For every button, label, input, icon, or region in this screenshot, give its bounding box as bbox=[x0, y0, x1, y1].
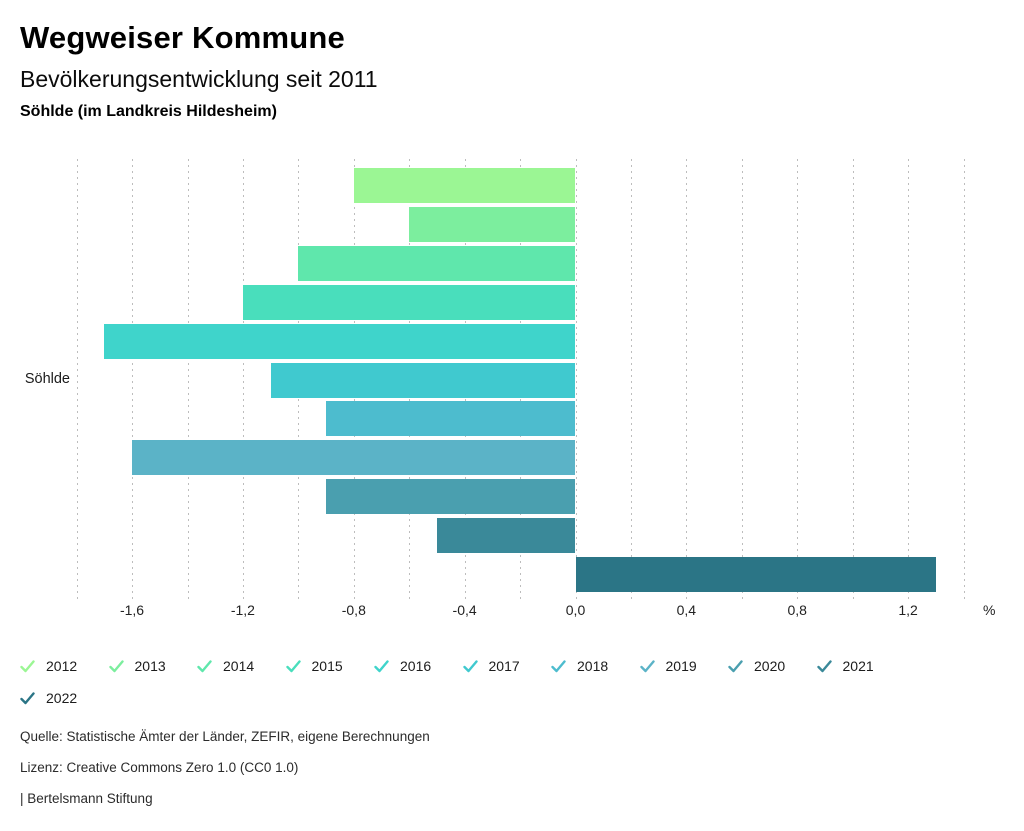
legend-item-2016[interactable]: 2016 bbox=[374, 657, 431, 675]
legend-item-2019[interactable]: 2019 bbox=[639, 657, 697, 675]
gridline bbox=[963, 159, 965, 600]
legend-item-2012[interactable]: 2012 bbox=[20, 657, 77, 675]
checkmark-icon bbox=[20, 659, 35, 672]
x-axis-tick-label: 1,2 bbox=[898, 602, 918, 618]
gridline bbox=[797, 159, 799, 600]
bar-2018[interactable] bbox=[326, 401, 576, 437]
checkmark-icon bbox=[551, 659, 566, 672]
source-line: Quelle: Statistische Ämter der Länder, Z… bbox=[20, 729, 430, 744]
legend-item-2013[interactable]: 2013 bbox=[108, 657, 166, 675]
bar-2017[interactable] bbox=[270, 362, 576, 398]
gridline bbox=[908, 159, 910, 600]
legend-item-2018[interactable]: 2018 bbox=[551, 657, 608, 675]
gridline bbox=[132, 159, 133, 600]
y-axis-category-label: Söhlde bbox=[24, 371, 70, 387]
bar-2013[interactable] bbox=[409, 207, 576, 243]
legend-item-2017[interactable]: 2017 bbox=[462, 657, 520, 675]
bar-2016[interactable] bbox=[104, 323, 576, 359]
x-axis-tick-label: -1,2 bbox=[230, 602, 255, 618]
x-axis-tick-label: 0,8 bbox=[787, 602, 807, 618]
bar-2015[interactable] bbox=[242, 284, 576, 320]
bar-2022[interactable] bbox=[575, 556, 936, 592]
legend-year-label: 2014 bbox=[223, 658, 255, 674]
legend-item-2022[interactable]: 2022 bbox=[20, 689, 77, 707]
x-axis-tick-label: -0,8 bbox=[341, 602, 366, 618]
legend-year-label: 2017 bbox=[488, 658, 520, 674]
bar-2021[interactable] bbox=[436, 517, 576, 553]
legend-item-2015[interactable]: 2015 bbox=[285, 657, 343, 675]
legend-item-2020[interactable]: 2020 bbox=[728, 657, 785, 675]
checkmark-icon bbox=[20, 691, 35, 704]
legend-year-label: 2021 bbox=[842, 658, 874, 674]
gridline bbox=[741, 159, 743, 600]
legend-year-label: 2012 bbox=[46, 658, 78, 674]
bar-2014[interactable] bbox=[298, 246, 576, 281]
bar-2012[interactable] bbox=[353, 168, 576, 204]
checkmark-icon bbox=[285, 659, 301, 672]
checkmark-icon bbox=[197, 659, 212, 672]
legend-year-label: 2015 bbox=[311, 658, 343, 674]
gridline bbox=[686, 159, 688, 600]
checkmark-icon bbox=[816, 659, 832, 672]
page-title: Wegweiser Kommune bbox=[20, 20, 345, 55]
bar-2019[interactable] bbox=[132, 440, 576, 476]
checkmark-icon bbox=[462, 659, 478, 672]
license-line: Lizenz: Creative Commons Zero 1.0 (CC0 1… bbox=[20, 760, 299, 775]
legend-year-label: 2020 bbox=[754, 658, 786, 674]
bar-2020[interactable] bbox=[326, 479, 576, 514]
gridline bbox=[575, 159, 577, 600]
checkmark-icon bbox=[728, 659, 743, 672]
chart-title: Bevölkerungsentwicklung seit 2011 bbox=[20, 66, 378, 92]
x-axis-unit-label: % bbox=[983, 602, 996, 618]
legend-year-label: 2019 bbox=[665, 658, 697, 674]
legend-item-2021[interactable]: 2021 bbox=[816, 657, 874, 675]
legend-year-label: 2022 bbox=[46, 690, 78, 706]
legend-item-2014[interactable]: 2014 bbox=[197, 657, 254, 675]
gridline bbox=[187, 159, 189, 600]
gridline bbox=[76, 159, 78, 600]
legend-year-label: 2013 bbox=[134, 658, 166, 674]
x-axis-tick-label: -0,4 bbox=[452, 602, 477, 618]
legend-year-label: 2018 bbox=[577, 658, 609, 674]
x-axis-tick-label: -1,6 bbox=[119, 602, 145, 618]
checkmark-icon bbox=[108, 659, 124, 672]
gridline bbox=[242, 159, 244, 600]
gridline bbox=[630, 159, 632, 600]
legend-year-label: 2016 bbox=[400, 658, 432, 674]
gridline bbox=[852, 159, 854, 600]
region-subtitle: Söhlde (im Landkreis Hildesheim) bbox=[20, 103, 277, 120]
attribution-line: | Bertelsmann Stiftung bbox=[20, 791, 153, 806]
x-axis-tick-label: 0,4 bbox=[676, 602, 697, 618]
x-axis-tick-label: 0,0 bbox=[565, 602, 586, 618]
checkmark-icon bbox=[374, 659, 389, 672]
checkmark-icon bbox=[639, 659, 655, 672]
